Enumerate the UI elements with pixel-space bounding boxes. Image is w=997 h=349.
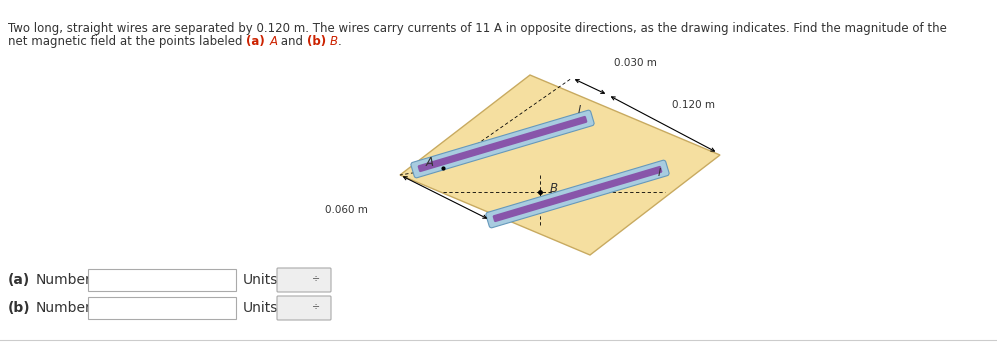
FancyBboxPatch shape xyxy=(277,268,331,292)
Text: 0.120 m: 0.120 m xyxy=(672,100,715,110)
Text: (b): (b) xyxy=(8,301,31,315)
Text: Number: Number xyxy=(36,301,92,315)
FancyBboxPatch shape xyxy=(493,166,662,222)
Text: and: and xyxy=(277,35,307,48)
Text: .: . xyxy=(338,35,342,48)
Text: 0.060 m: 0.060 m xyxy=(325,205,368,215)
Text: A: A xyxy=(269,35,277,48)
FancyBboxPatch shape xyxy=(411,110,594,178)
Text: I: I xyxy=(578,105,581,115)
Text: B: B xyxy=(330,35,338,48)
Text: net magnetic field at the points labeled: net magnetic field at the points labeled xyxy=(8,35,246,48)
FancyBboxPatch shape xyxy=(277,296,331,320)
Text: (b): (b) xyxy=(307,35,330,48)
Text: (a): (a) xyxy=(246,35,269,48)
Text: Units: Units xyxy=(243,273,278,287)
Text: A: A xyxy=(426,156,434,169)
Text: Units: Units xyxy=(243,301,278,315)
Text: ÷: ÷ xyxy=(312,301,320,311)
FancyBboxPatch shape xyxy=(486,160,669,228)
Text: (a): (a) xyxy=(8,273,30,287)
Text: B: B xyxy=(550,181,558,194)
FancyBboxPatch shape xyxy=(88,269,236,291)
Text: Number: Number xyxy=(36,273,92,287)
Text: 0.030 m: 0.030 m xyxy=(614,58,657,68)
FancyBboxPatch shape xyxy=(88,297,236,319)
Text: I: I xyxy=(658,168,661,178)
Text: ÷: ÷ xyxy=(312,273,320,283)
Text: Two long, straight wires are separated by 0.120 m. The wires carry currents of 1: Two long, straight wires are separated b… xyxy=(8,22,947,35)
FancyBboxPatch shape xyxy=(418,116,587,172)
Polygon shape xyxy=(400,75,720,255)
